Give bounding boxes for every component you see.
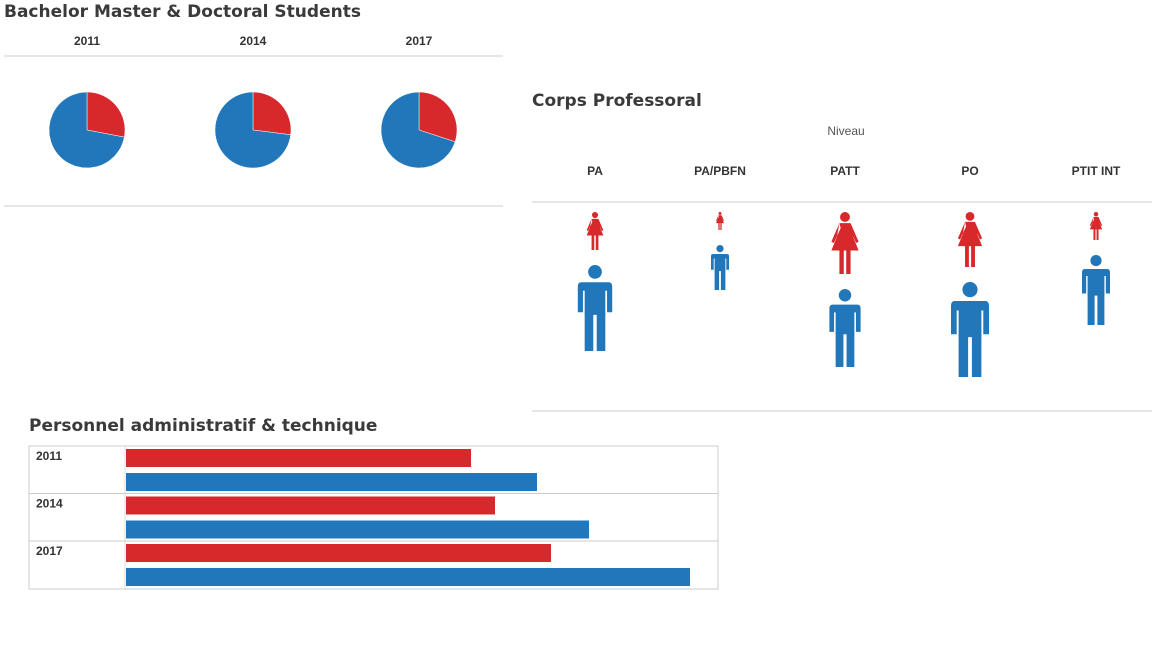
female-icon bbox=[831, 212, 859, 274]
icon-leg bbox=[591, 234, 595, 250]
icon-leg bbox=[965, 245, 969, 267]
icon-leg bbox=[1097, 294, 1105, 325]
icon-leg bbox=[971, 245, 975, 267]
bar bbox=[126, 496, 495, 515]
male-icon bbox=[711, 245, 729, 290]
male-icon bbox=[951, 282, 989, 377]
pie-slice bbox=[418, 91, 458, 143]
bar bbox=[126, 449, 471, 467]
icon-leg bbox=[958, 335, 969, 377]
bar bbox=[126, 568, 690, 586]
category-label: PATT bbox=[830, 164, 860, 178]
icon-body bbox=[1082, 269, 1110, 296]
icon-leg bbox=[835, 332, 844, 367]
category-label: PA/PBFN bbox=[694, 164, 746, 178]
pie-label: 2011 bbox=[74, 34, 100, 48]
icon-body bbox=[957, 221, 983, 247]
icon-head bbox=[716, 245, 724, 253]
icon-head bbox=[1093, 212, 1099, 217]
icon-leg bbox=[846, 249, 851, 274]
icon-body bbox=[577, 282, 613, 315]
category-label: PO bbox=[961, 164, 978, 178]
bar bbox=[126, 520, 589, 539]
icon-body bbox=[711, 254, 729, 272]
icon-leg bbox=[596, 313, 606, 351]
pie-slice bbox=[214, 91, 291, 169]
pictogram-title: Corps Professoral bbox=[532, 91, 702, 111]
male-icon bbox=[577, 265, 613, 351]
female-icon bbox=[1089, 212, 1103, 240]
category-label: PTIT INT bbox=[1072, 164, 1121, 178]
icon-leg bbox=[595, 234, 599, 250]
icon-leg bbox=[718, 222, 720, 230]
icon-head bbox=[838, 289, 852, 302]
bar bbox=[126, 544, 551, 562]
icon-body bbox=[951, 301, 989, 338]
category-label: PA bbox=[587, 164, 603, 178]
icon-leg bbox=[714, 270, 720, 290]
pie-label: 2017 bbox=[406, 34, 433, 48]
female-icon bbox=[586, 212, 604, 250]
icon-head bbox=[962, 282, 978, 298]
x-axis-label: Niveau bbox=[827, 124, 864, 138]
icon-body bbox=[831, 223, 859, 251]
icon-leg bbox=[971, 335, 982, 377]
icon-leg bbox=[584, 313, 594, 351]
female-icon bbox=[716, 212, 724, 230]
icon-leg bbox=[1087, 294, 1095, 325]
icon-body bbox=[716, 215, 724, 224]
pie-title: Bachelor Master & Doctoral Students bbox=[4, 2, 361, 22]
icon-leg bbox=[1093, 228, 1096, 240]
female-icon bbox=[957, 212, 983, 267]
pie-slice bbox=[48, 91, 125, 169]
row-label: 2017 bbox=[36, 544, 63, 558]
pie-label: 2014 bbox=[240, 34, 267, 48]
male-icon bbox=[829, 289, 861, 367]
icon-head bbox=[965, 212, 975, 221]
icon-body bbox=[586, 218, 604, 236]
pie-slice bbox=[86, 91, 126, 138]
icon-head bbox=[1090, 255, 1102, 267]
icon-leg bbox=[1096, 228, 1099, 240]
icon-head bbox=[591, 212, 599, 219]
icon-body bbox=[1089, 217, 1103, 230]
icon-leg bbox=[846, 332, 855, 367]
icon-body bbox=[829, 304, 861, 335]
row-label: 2011 bbox=[36, 449, 62, 463]
icon-leg bbox=[839, 249, 844, 274]
icon-head bbox=[718, 212, 722, 215]
row-label: 2014 bbox=[36, 497, 63, 511]
bar bbox=[126, 473, 537, 491]
pie-slice bbox=[380, 91, 456, 169]
male-icon bbox=[1082, 255, 1110, 325]
icon-leg bbox=[720, 270, 726, 290]
bar-title: Personnel administratif & technique bbox=[29, 416, 377, 436]
icon-head bbox=[588, 265, 602, 279]
pie-slice bbox=[252, 91, 292, 136]
icon-leg bbox=[720, 222, 722, 230]
icon-head bbox=[840, 212, 850, 222]
bar-frame bbox=[28, 445, 719, 590]
